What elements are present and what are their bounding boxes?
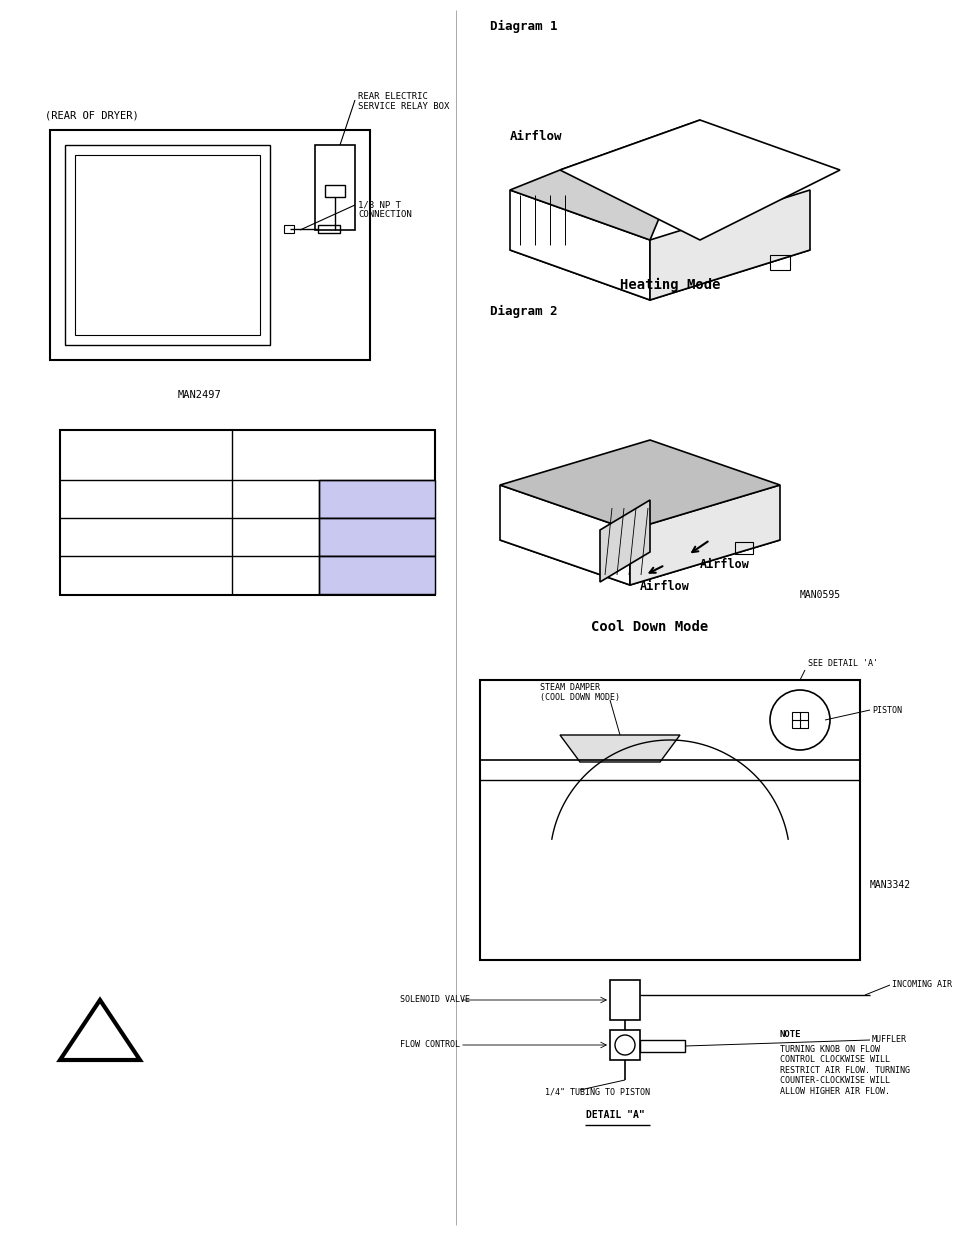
Polygon shape xyxy=(510,190,649,300)
Bar xyxy=(75,156,260,335)
Text: INCOMING AIR: INCOMING AIR xyxy=(891,981,951,989)
Bar xyxy=(318,556,435,594)
Polygon shape xyxy=(599,500,649,582)
Text: DETAIL "A": DETAIL "A" xyxy=(585,1110,643,1120)
Bar xyxy=(65,144,270,345)
Bar xyxy=(314,144,355,230)
Bar xyxy=(60,430,435,595)
Text: MUFFLER: MUFFLER xyxy=(871,1035,906,1044)
Polygon shape xyxy=(649,190,809,300)
Polygon shape xyxy=(499,495,780,585)
Bar xyxy=(318,517,435,556)
Bar xyxy=(50,130,370,359)
Text: Diagram 2: Diagram 2 xyxy=(490,305,557,319)
Bar xyxy=(769,254,789,270)
Text: PISTON: PISTON xyxy=(871,706,901,715)
Polygon shape xyxy=(499,440,780,530)
Polygon shape xyxy=(510,200,809,300)
Text: FLOW CONTROL: FLOW CONTROL xyxy=(399,1040,459,1049)
Text: SOLENOID VALVE: SOLENOID VALVE xyxy=(399,995,470,1004)
Text: 1/4" TUBING TO PISTON: 1/4" TUBING TO PISTON xyxy=(544,1088,649,1097)
Polygon shape xyxy=(499,485,629,585)
Bar xyxy=(318,480,435,517)
Text: REAR ELECTRIC
SERVICE RELAY BOX: REAR ELECTRIC SERVICE RELAY BOX xyxy=(357,91,449,111)
Text: 1/8 NP T
CONNECTION: 1/8 NP T CONNECTION xyxy=(357,200,412,220)
Text: TURNING KNOB ON FLOW
CONTROL CLOCKWISE WILL
RESTRICT AIR FLOW. TURNING
COUNTER-C: TURNING KNOB ON FLOW CONTROL CLOCKWISE W… xyxy=(780,1045,909,1095)
Text: NOTE: NOTE xyxy=(780,1030,801,1039)
Bar xyxy=(479,680,859,960)
Text: Airflow: Airflow xyxy=(510,130,562,143)
Polygon shape xyxy=(559,120,840,240)
Text: Cool Down Mode: Cool Down Mode xyxy=(591,620,708,634)
Text: SEE DETAIL 'A': SEE DETAIL 'A' xyxy=(807,659,877,668)
Polygon shape xyxy=(510,120,700,240)
Text: Airflow: Airflow xyxy=(700,558,749,571)
Text: MAN2497: MAN2497 xyxy=(178,390,222,400)
Bar xyxy=(639,1040,684,1052)
Bar xyxy=(791,713,807,727)
Circle shape xyxy=(615,1035,635,1055)
Bar xyxy=(734,542,752,555)
Text: Diagram 1: Diagram 1 xyxy=(490,20,557,33)
Bar xyxy=(318,556,435,594)
Bar xyxy=(318,480,435,517)
Polygon shape xyxy=(559,735,679,762)
Bar xyxy=(318,517,435,556)
Polygon shape xyxy=(629,485,780,585)
Text: Heating Mode: Heating Mode xyxy=(619,278,720,293)
Text: STEAM DAMPER
(COOL DOWN MODE): STEAM DAMPER (COOL DOWN MODE) xyxy=(539,683,619,703)
Text: MAN0595: MAN0595 xyxy=(800,590,841,600)
Bar xyxy=(609,981,639,1020)
Bar xyxy=(609,1030,639,1060)
Bar xyxy=(325,185,345,198)
Text: MAN3342: MAN3342 xyxy=(869,881,910,890)
Circle shape xyxy=(769,690,829,750)
Bar xyxy=(317,225,339,233)
Bar xyxy=(284,225,294,233)
Text: Airflow: Airflow xyxy=(639,580,689,593)
Text: (REAR OF DRYER): (REAR OF DRYER) xyxy=(45,110,138,120)
